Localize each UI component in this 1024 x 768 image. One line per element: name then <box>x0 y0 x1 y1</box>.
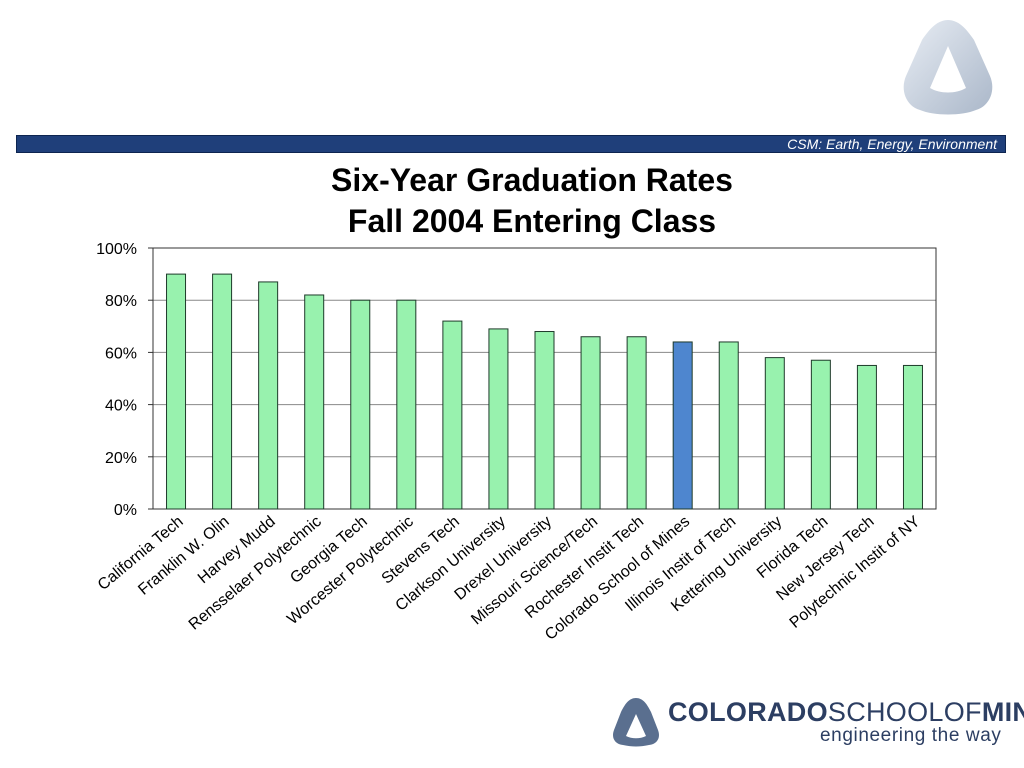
y-axis-ticks: 0% 20% 40% 60% 80% 100% <box>96 241 153 519</box>
y-tick-label: 60% <box>105 345 137 362</box>
y-tick-label: 100% <box>96 241 137 258</box>
bar-drexel-university <box>534 331 555 510</box>
bar-new-jersey-tech <box>856 364 877 510</box>
logo-word-colorado: COLORADO <box>668 697 828 727</box>
graduation-rate-bar-chart: 0% 20% 40% 60% 80% 100% California TechFrankl… <box>95 241 937 644</box>
csm-triangle-logo-icon <box>903 20 993 115</box>
chart-title-block: Six-Year Graduation Rates Fall 2004 Ente… <box>0 160 1024 242</box>
banner-tagline: CSM: Earth, Energy, Environment <box>787 136 997 152</box>
bar-stevens-tech <box>442 320 463 510</box>
bar-clarkson-university <box>488 328 509 510</box>
y-tick-label: 40% <box>105 398 137 415</box>
bar-kettering-university <box>764 357 785 510</box>
bar-worcester-polytechnic <box>396 299 417 510</box>
bar-colorado-school-of-mines <box>672 341 693 510</box>
chart-subtitle: Fall 2004 Entering Class <box>347 203 717 239</box>
logo-tagline: engineering the way <box>820 725 1002 746</box>
bar-illinois-instit-of-tech <box>718 341 739 510</box>
footer-logo: COLORADOSCHOOLOFMINES. engineering the w… <box>612 694 1024 750</box>
logo-word-schoolof: SCHOOLOF <box>827 697 982 727</box>
bar-california-tech <box>166 273 187 510</box>
y-tick-label: 20% <box>105 450 137 467</box>
mines-mountain-logo-icon <box>613 698 659 747</box>
bar-polytechnic-instit-of-ny <box>902 364 923 510</box>
y-tick-label: 0% <box>114 502 137 519</box>
logo-word-mines: MINES <box>981 697 1024 727</box>
bar-rensselaer-polytechnic <box>304 294 325 510</box>
bars <box>166 273 923 510</box>
bar-franklin-w-olin <box>212 273 233 510</box>
bar-rochester-instit-tech <box>626 336 647 510</box>
logo-wordmark: COLORADOSCHOOLOFMINES. <box>668 698 1024 733</box>
chart-title: Six-Year Graduation Rates <box>331 162 733 198</box>
bar-georgia-tech <box>350 299 371 510</box>
header-banner: CSM: Earth, Energy, Environment <box>16 135 1006 153</box>
y-tick-label: 80% <box>105 293 137 310</box>
bar-harvey-mudd <box>258 281 279 510</box>
bar-florida-tech <box>810 359 831 510</box>
bar-missouri-science-tech <box>580 336 601 510</box>
